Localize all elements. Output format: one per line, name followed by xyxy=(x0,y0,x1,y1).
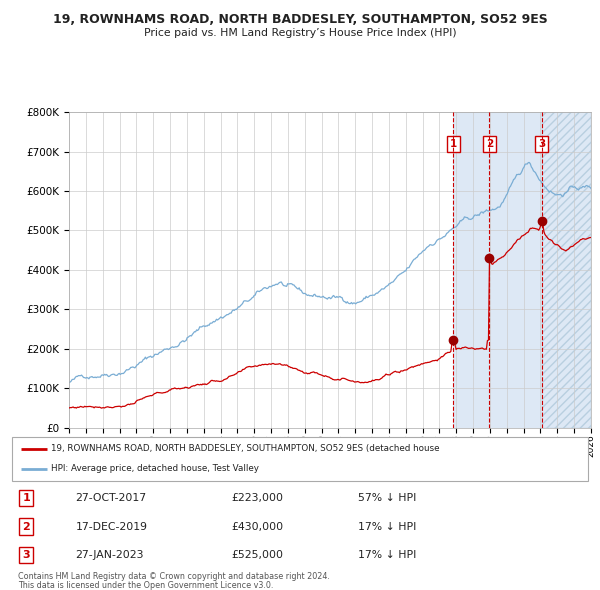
Text: 3: 3 xyxy=(23,550,30,560)
Text: 27-JAN-2023: 27-JAN-2023 xyxy=(76,550,144,560)
Text: 57% ↓ HPI: 57% ↓ HPI xyxy=(358,493,416,503)
Text: Contains HM Land Registry data © Crown copyright and database right 2024.: Contains HM Land Registry data © Crown c… xyxy=(18,572,330,581)
Text: Price paid vs. HM Land Registry’s House Price Index (HPI): Price paid vs. HM Land Registry’s House … xyxy=(143,28,457,38)
Text: 19, ROWNHAMS ROAD, NORTH BADDESLEY, SOUTHAMPTON, SO52 9ES: 19, ROWNHAMS ROAD, NORTH BADDESLEY, SOUT… xyxy=(53,13,547,26)
Text: £430,000: £430,000 xyxy=(231,522,283,532)
Text: £223,000: £223,000 xyxy=(231,493,283,503)
Bar xyxy=(453,112,489,428)
Text: 3: 3 xyxy=(538,139,545,149)
Text: 27-OCT-2017: 27-OCT-2017 xyxy=(76,493,146,503)
Text: 19, ROWNHAMS ROAD, NORTH BADDESLEY, SOUTHAMPTON, SO52 9ES (detached house: 19, ROWNHAMS ROAD, NORTH BADDESLEY, SOUT… xyxy=(51,444,440,453)
Text: 17% ↓ HPI: 17% ↓ HPI xyxy=(358,522,416,532)
Text: 17% ↓ HPI: 17% ↓ HPI xyxy=(358,550,416,560)
Text: 2: 2 xyxy=(485,139,493,149)
Bar xyxy=(542,112,591,428)
Bar xyxy=(542,112,591,428)
Text: 1: 1 xyxy=(23,493,30,503)
Text: HPI: Average price, detached house, Test Valley: HPI: Average price, detached house, Test… xyxy=(51,464,259,473)
Text: 17-DEC-2019: 17-DEC-2019 xyxy=(76,522,148,532)
Text: £525,000: £525,000 xyxy=(231,550,283,560)
Text: This data is licensed under the Open Government Licence v3.0.: This data is licensed under the Open Gov… xyxy=(18,581,274,589)
Bar xyxy=(489,112,542,428)
Text: 1: 1 xyxy=(449,139,457,149)
Text: 2: 2 xyxy=(23,522,30,532)
